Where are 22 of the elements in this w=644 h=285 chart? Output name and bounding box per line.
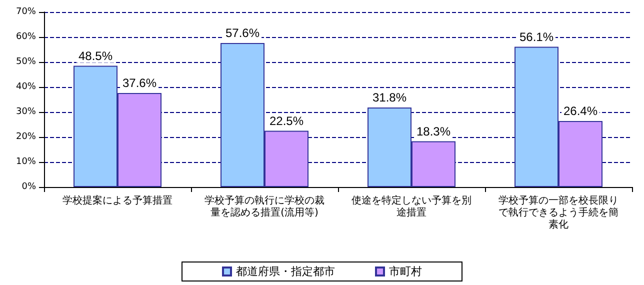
- y-tick-label: 0%: [22, 182, 36, 192]
- x-tick-label: 学校予算の一部を校長限りで執行できるよう手続を簡素化: [498, 194, 618, 230]
- x-tick-label: 学校提案による予算措置: [62, 194, 172, 206]
- data-label: 37.6%: [122, 76, 157, 90]
- y-tick-label: 10%: [16, 157, 36, 167]
- data-label: 57.6%: [225, 26, 260, 40]
- data-label: 18.3%: [416, 124, 451, 138]
- x-tick-label: 学校予算の執行に学校の裁量を認める措置(流用等): [204, 194, 324, 218]
- data-label: 31.8%: [372, 90, 407, 104]
- legend-label: 市町村: [389, 265, 422, 278]
- y-tick-label: 70%: [16, 7, 36, 17]
- legend-label: 都道府県・指定都市: [236, 265, 335, 278]
- y-tick-label: 40%: [16, 82, 36, 92]
- data-label: 48.5%: [78, 48, 113, 63]
- data-label: 22.5%: [269, 114, 304, 128]
- x-tick-label: 使途を特定しない予算を別途措置: [352, 194, 472, 218]
- data-label: 56.1%: [519, 30, 554, 44]
- y-tick-label: 30%: [16, 107, 36, 117]
- y-tick-label: 20%: [16, 132, 36, 142]
- y-tick-label: 50%: [16, 57, 36, 67]
- data-label: 26.4%: [563, 104, 598, 118]
- y-tick-label: 60%: [16, 32, 36, 42]
